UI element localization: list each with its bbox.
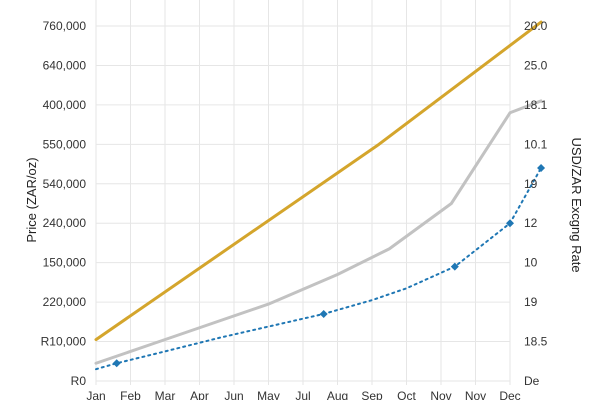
y-tick-label: 220,000 (43, 295, 87, 309)
y-tick-label: 540,000 (43, 177, 87, 191)
y2-tick-label: 25.0 (524, 58, 548, 72)
right-axis-tick-labels: De 18.5 19 10 12 19 10.1 18.1 25.0 20.0 (524, 19, 548, 388)
data-point-marker (112, 359, 121, 368)
y2-tick-label: 12 (524, 216, 538, 230)
x-axis-tick-labels: Jan Feb Mar Apr Jun May Jul Aug Sep Oct Nov Nov Dec (86, 389, 520, 400)
left-axis-tick-labels: R0 R10,000 220,000 150,000 240,000 540,000 550… (41, 19, 87, 388)
y-tick-label: 550,000 (43, 137, 87, 151)
y-tick-label: R0 (71, 374, 87, 388)
y-tick-label: 640,000 (43, 58, 87, 72)
y2-tick-label: 19 (524, 177, 538, 191)
series-markers (112, 164, 546, 368)
x-tick-label: Mar (155, 389, 176, 400)
x-tick-label: Jan (86, 389, 105, 400)
x-tick-label: May (257, 389, 280, 400)
x-tick-label: Apr (190, 389, 209, 400)
x-tick-label: Feb (120, 389, 141, 400)
x-tick-label: Nov (465, 389, 486, 400)
x-tick-label: Aug (327, 389, 348, 400)
x-tick-label: Nov (430, 389, 451, 400)
y-tick-label: 240,000 (43, 216, 87, 230)
x-tick-label: Sep (361, 389, 383, 400)
right-axis-title: USD/ZAR Excgng Rate (569, 137, 584, 272)
data-point-marker (506, 219, 514, 228)
data-point-marker (537, 164, 546, 172)
y2-tick-label: 19 (524, 295, 538, 309)
gridlines (95, 0, 511, 385)
y-tick-label: 760,000 (43, 19, 87, 33)
y2-tick-label: 18.5 (524, 335, 548, 349)
y2-tick-label: 18.1 (524, 98, 548, 112)
y-tick-label: R10,000 (41, 335, 87, 349)
x-tick-label: Oct (397, 389, 416, 400)
x-tick-label: Jul (295, 389, 310, 400)
series-line-1 (94, 20, 543, 342)
x-tick-label: Jun (224, 389, 243, 400)
left-axis-title: Price (ZAR/oz) (24, 157, 39, 242)
y2-tick-label: 10 (524, 256, 538, 270)
data-point-marker (450, 262, 459, 271)
series-line-2 (94, 99, 543, 365)
data-point-marker (319, 309, 328, 318)
y-tick-label: 400,000 (43, 98, 87, 112)
y2-tick-label: 20.0 (524, 19, 548, 33)
x-tick-label: Dec (499, 389, 520, 400)
y2-tick-label: De (524, 374, 540, 388)
y2-tick-label: 10.1 (524, 137, 548, 151)
y-tick-label: 150,000 (43, 256, 87, 270)
